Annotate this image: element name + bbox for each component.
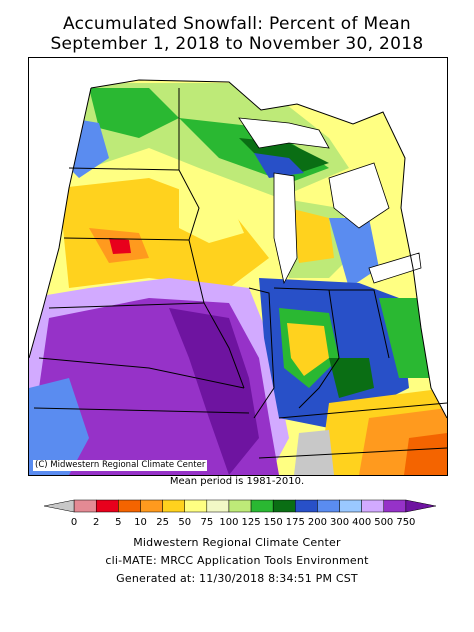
snowfall-map: (C) Midwestern Regional Climate Center — [28, 57, 448, 476]
legend-swatch — [73, 499, 97, 513]
legend-label: 175 — [286, 517, 305, 528]
legend-label: 10 — [134, 517, 147, 528]
legend-label: 150 — [264, 517, 283, 528]
footer-generated: Generated at: 11/30/2018 8:34:51 PM CST — [116, 572, 358, 585]
map-date-range: September 1, 2018 to November 30, 2018 — [50, 34, 424, 54]
map-title: Accumulated Snowfall: Percent of Mean — [62, 14, 412, 34]
legend-label: 200 — [308, 517, 327, 528]
legend-label: 2 — [93, 517, 99, 528]
legend-label: 750 — [396, 517, 415, 528]
legend-swatch — [118, 499, 141, 513]
legend-label: 500 — [374, 517, 393, 528]
legend-swatch — [317, 499, 340, 513]
legend-swatch — [140, 499, 163, 513]
legend-swatch — [228, 499, 252, 513]
legend-swatches — [43, 499, 437, 513]
legend-swatch — [383, 499, 407, 513]
legend-swatch — [43, 499, 75, 513]
legend-swatch — [250, 499, 274, 513]
map-credit: (C) Midwestern Regional Climate Center — [33, 460, 208, 471]
lake-huron — [328, 162, 390, 229]
state-borders — [29, 79, 447, 459]
legend-label: 25 — [156, 517, 169, 528]
legend-label: 75 — [200, 517, 213, 528]
legend-swatch — [339, 499, 362, 513]
legend-label: 0 — [71, 517, 77, 528]
footer-organization: Midwestern Regional Climate Center — [133, 536, 341, 549]
legend-label: 300 — [330, 517, 349, 528]
color-legend: 0 2 5 10 25 50 75 100 125 150 175 200 300 400 500 750 — [43, 499, 437, 528]
legend-swatch — [272, 499, 296, 513]
lake-erie — [368, 252, 422, 284]
mean-period: Mean period is 1981-2010. — [169, 476, 305, 487]
legend-swatch — [162, 499, 185, 513]
lake-michigan — [273, 172, 298, 285]
legend-swatch — [184, 499, 208, 513]
legend-label: 125 — [242, 517, 261, 528]
map-canvas — [29, 79, 447, 475]
legend-swatch — [206, 499, 230, 513]
legend-swatch — [405, 499, 437, 513]
legend-label: 50 — [178, 517, 191, 528]
footer-tool: cli-MATE: MRCC Application Tools Environ… — [105, 554, 369, 567]
legend-swatch — [295, 499, 318, 513]
legend-label: 100 — [219, 517, 238, 528]
lake-superior — [238, 117, 330, 149]
legend-label: 400 — [352, 517, 371, 528]
legend-swatch — [95, 499, 119, 513]
legend-swatch — [361, 499, 385, 513]
legend-labels: 0 2 5 10 25 50 75 100 125 150 175 200 300 400 500 750 — [71, 517, 415, 528]
legend-label: 5 — [115, 517, 121, 528]
